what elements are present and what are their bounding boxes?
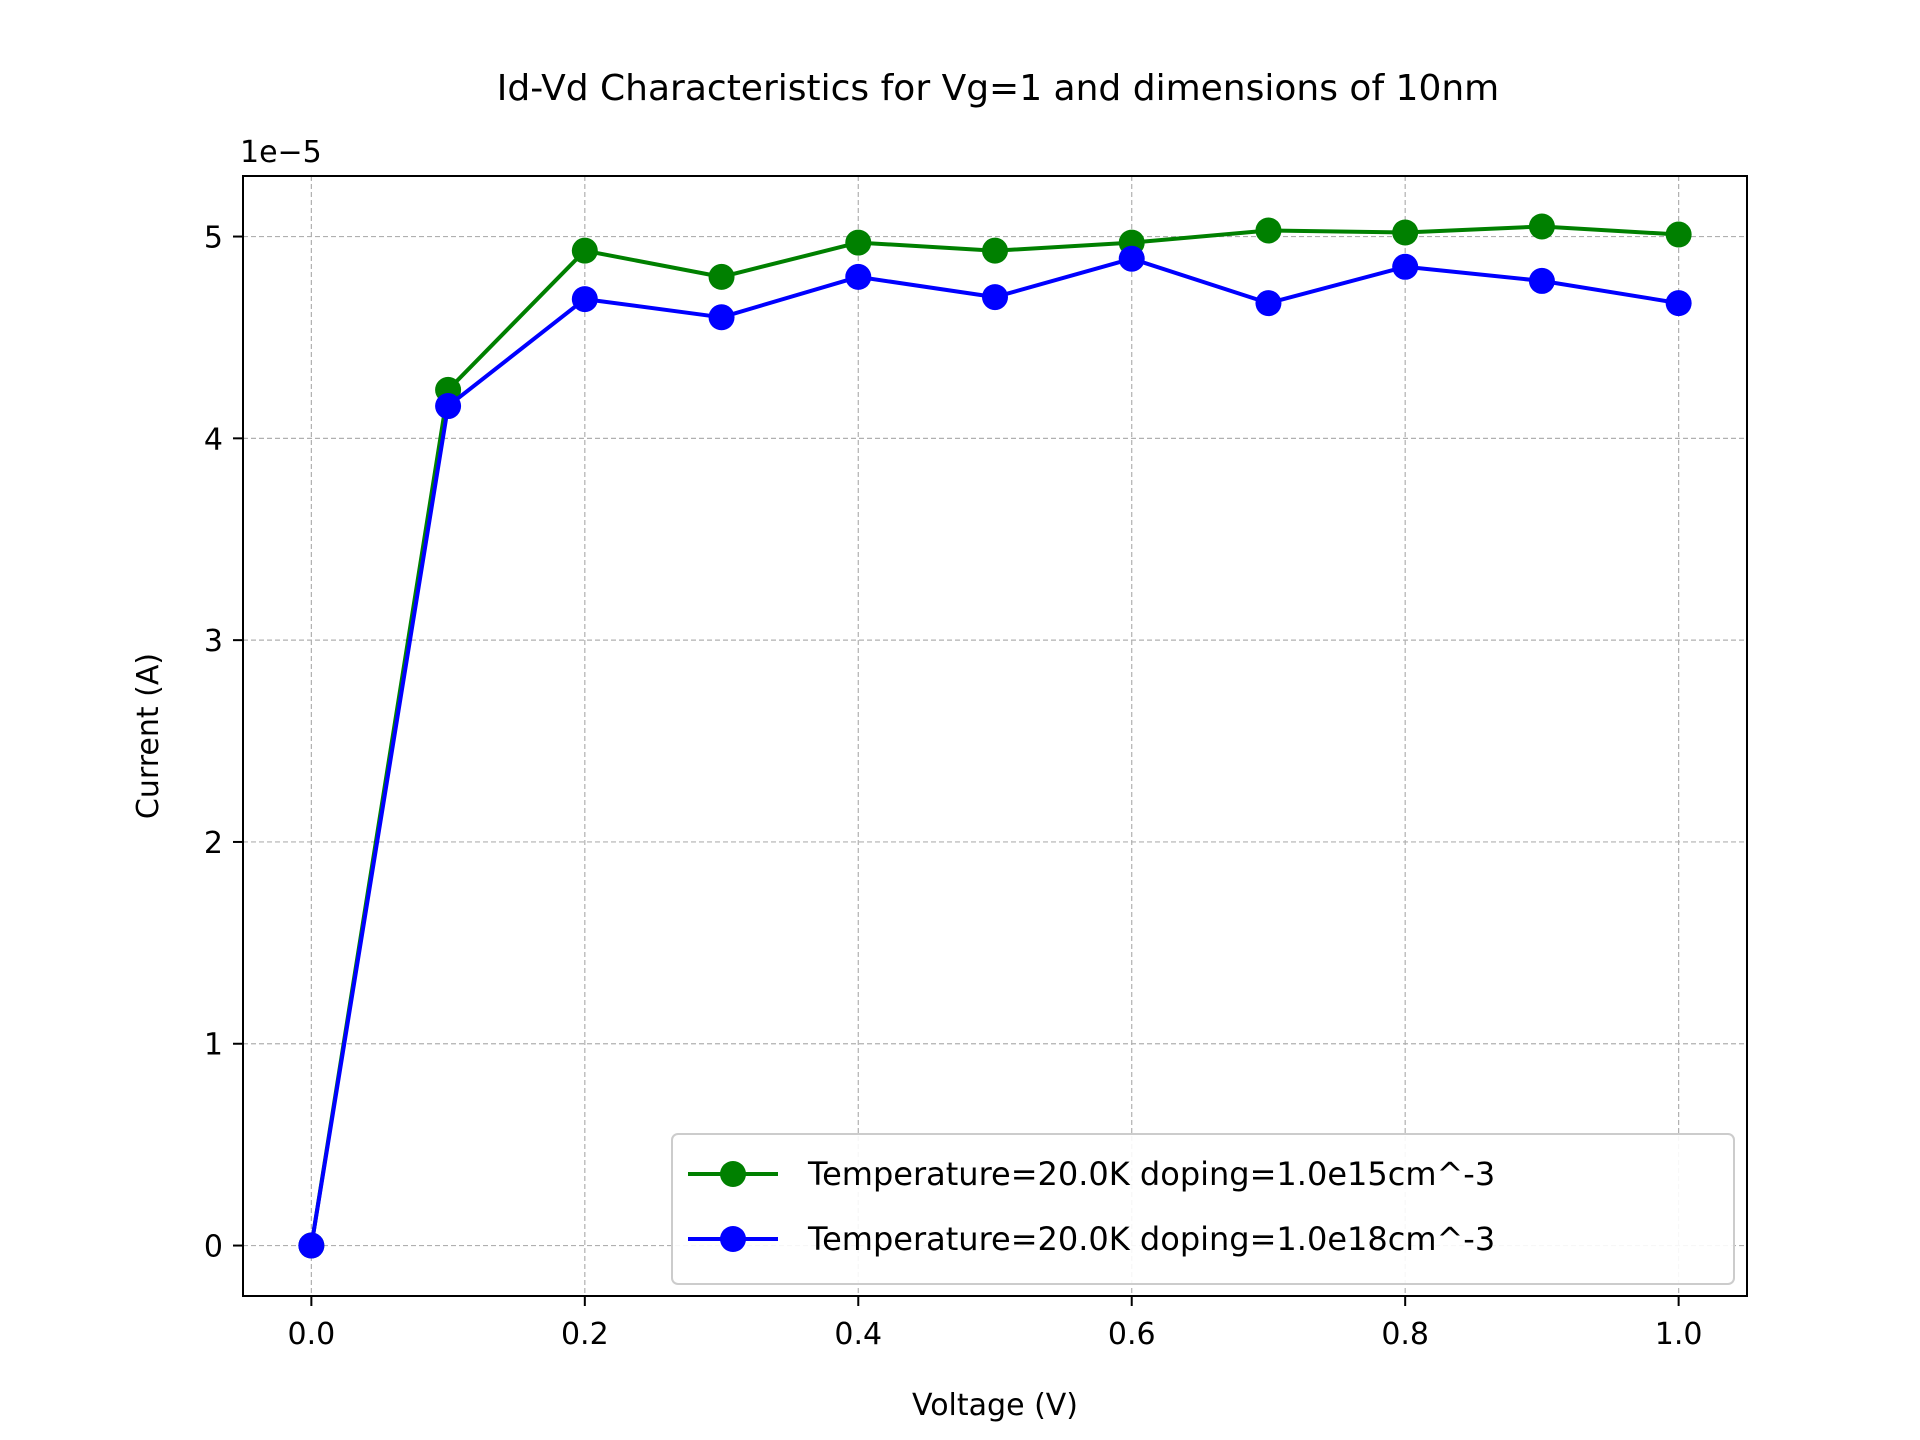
data-point (435, 393, 462, 420)
legend: Temperature=20.0K doping=1.0e15cm^-3 Temp… (671, 1133, 1735, 1285)
series-2 (298, 245, 1692, 1259)
data-point (1665, 290, 1692, 317)
chart-title: Id-Vd Characteristics for Vg=1 and dimen… (497, 68, 1500, 109)
legend-marker (720, 1226, 746, 1252)
legend-label: Temperature=20.0K doping=1.0e15cm^-3 (807, 1155, 1495, 1193)
y-tick-label: 1 (204, 1028, 223, 1063)
data-point (1255, 290, 1282, 317)
data-point (708, 304, 735, 331)
data-point (1392, 219, 1419, 246)
y-tick-label: 5 (204, 221, 223, 256)
y-axis-label: Current (A) (131, 653, 166, 819)
data-point (571, 237, 598, 264)
data-point (1255, 217, 1282, 244)
x-tick-label: 0.6 (1108, 1317, 1156, 1352)
x-tick-label: 0.2 (561, 1317, 609, 1352)
x-tick-label: 1.0 (1655, 1317, 1703, 1352)
data-point (298, 1232, 325, 1259)
data-point (1665, 221, 1692, 248)
series-line (309, 224, 1679, 1246)
data-point (1392, 253, 1419, 280)
series-line (309, 256, 1679, 1246)
plot-frame (242, 175, 1748, 1297)
x-tick-label: 0.4 (834, 1317, 882, 1352)
data-point (845, 229, 872, 256)
data-point (708, 263, 735, 290)
y-tick-label: 2 (204, 826, 223, 861)
legend-label: Temperature=20.0K doping=1.0e18cm^-3 (807, 1220, 1495, 1258)
y-tick-label: 4 (204, 422, 223, 457)
data-point (982, 237, 1008, 264)
grid (243, 176, 1747, 1296)
y-offset-label: 1e−5 (240, 135, 322, 170)
y-tick-label: 0 (204, 1230, 223, 1265)
data-point (571, 286, 598, 313)
data-point (1528, 267, 1555, 294)
data-point (1118, 245, 1145, 272)
x-axis-label: Voltage (V) (912, 1388, 1078, 1423)
data-point (982, 284, 1008, 311)
series-layer (298, 213, 1692, 1259)
x-tick-label: 0.8 (1381, 1317, 1429, 1352)
series-1 (298, 213, 1692, 1259)
legend-box (671, 1133, 1735, 1285)
x-tick-label: 0.0 (288, 1317, 336, 1352)
y-tick-label: 3 (204, 624, 223, 659)
data-point (845, 263, 872, 290)
ticks: 0.0 0.2 0.4 0.6 0.8 1.0 0 1 2 3 4 5 (204, 221, 1703, 1352)
legend-marker (720, 1161, 746, 1187)
data-point (1528, 213, 1555, 240)
